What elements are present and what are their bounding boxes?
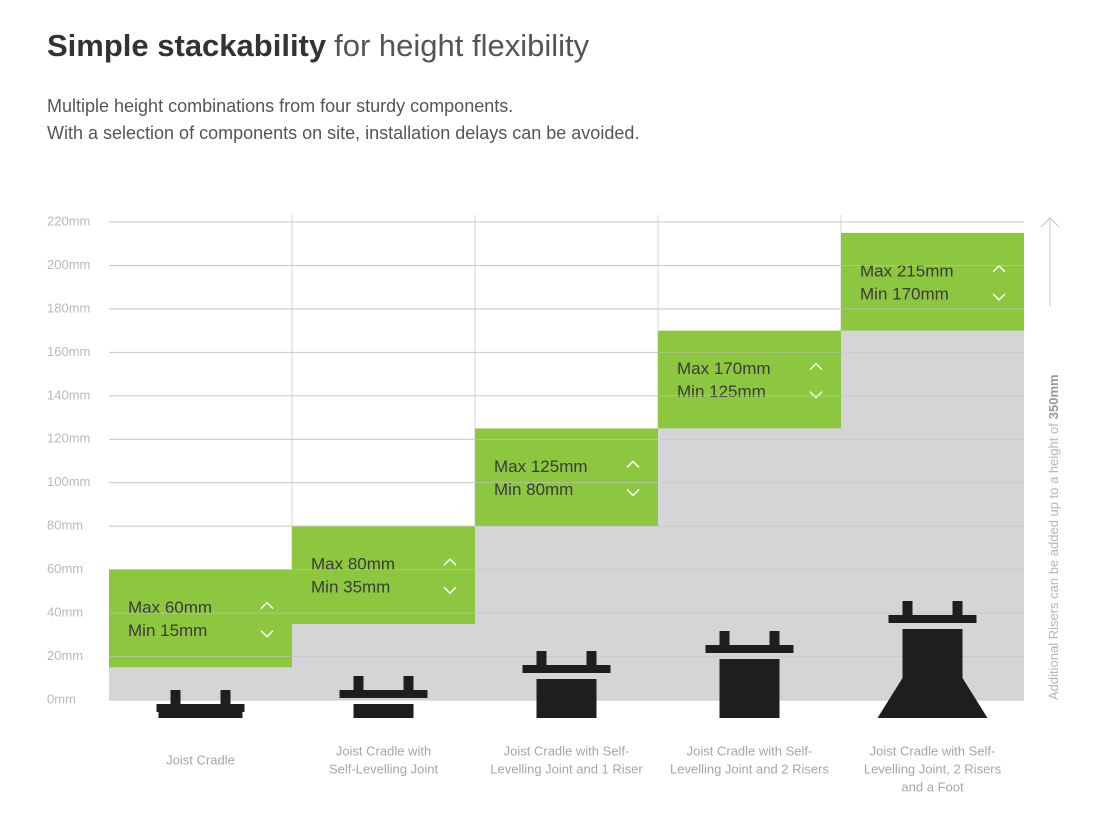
y-tick-label: 20mm [47, 648, 83, 663]
y-tick-label: 120mm [47, 431, 90, 446]
product [522, 651, 611, 718]
product-cradle-r [769, 631, 780, 653]
product-plate [705, 645, 794, 653]
y-tick-label: 60mm [47, 561, 83, 576]
y-tick-label: 0mm [47, 691, 76, 706]
x-tick-label: Joist Cradle with Self- [870, 743, 996, 758]
product-plate [522, 665, 611, 673]
chevron-up [809, 362, 823, 371]
chevron-up [443, 558, 457, 566]
min-label: Min 15mm [128, 621, 207, 640]
product-cradle-l [353, 676, 364, 698]
chevron-down [992, 293, 1006, 301]
min-bar [292, 623, 475, 700]
min-label: Min 35mm [311, 578, 390, 597]
chevron-up [992, 264, 1006, 273]
x-tick-label: and a Foot [901, 779, 964, 794]
range-bar [475, 428, 658, 527]
subtitle: Multiple height combinations from four s… [47, 96, 513, 116]
min-label: Min 80mm [494, 480, 573, 499]
y-tick-label: 160mm [47, 344, 90, 359]
side-note-text: Additional Risers can be added up to a h… [1046, 423, 1061, 700]
title-light: for height flexibility [334, 28, 590, 63]
range-bar [658, 330, 841, 429]
max-label: Max 60mm [128, 598, 212, 617]
product-cradle-r [403, 676, 414, 698]
product-base [158, 710, 243, 718]
x-tick-label: Levelling Joint, 2 Risers [864, 761, 1002, 776]
range-bar [841, 232, 1024, 331]
product-body [902, 629, 963, 688]
product-plate [888, 615, 977, 623]
product [339, 676, 428, 718]
x-tick-label: Levelling Joint and 1 Riser [490, 761, 643, 776]
max-label: Max 125mm [494, 457, 588, 476]
min-label: Min 125mm [677, 382, 766, 401]
y-tick-label: 140mm [47, 387, 90, 402]
subtitle: With a selection of components on site, … [47, 123, 639, 143]
product-plate [156, 704, 245, 712]
product [877, 601, 988, 718]
y-tick-label: 200mm [47, 257, 90, 272]
x-tick-label: Levelling Joint and 2 Risers [670, 761, 829, 776]
chevron-down [260, 630, 274, 638]
chevron-up [260, 601, 274, 610]
product-body [719, 659, 780, 718]
product-cradle-r [586, 651, 597, 673]
y-tick-label: 80mm [47, 518, 83, 533]
title-bold: Simple stackability [47, 28, 327, 63]
x-tick-label: Joist Cradle [166, 752, 235, 767]
title: Simple stackability for height flexibilit… [47, 28, 590, 63]
y-tick-label: 40mm [47, 605, 83, 620]
chevron-down [626, 488, 640, 497]
side-note-emphasis: 350mm [1046, 374, 1061, 419]
max-label: Max 80mm [311, 555, 395, 574]
y-tick-label: 220mm [47, 213, 90, 228]
max-label: Max 170mm [677, 359, 771, 378]
product [156, 690, 245, 718]
product-cradle-r [220, 690, 231, 712]
product-body [536, 679, 597, 718]
product-cradle-l [902, 601, 913, 623]
product-cradle-l [536, 651, 547, 673]
product-body [353, 704, 414, 718]
chevron-down [809, 391, 823, 399]
min-bar [658, 428, 841, 700]
min-bar [109, 667, 292, 700]
product-cradle-r [952, 601, 963, 623]
y-tick-label: 180mm [47, 300, 90, 315]
chevron-down [443, 586, 457, 595]
product-plate [339, 690, 428, 698]
product-cradle-l [719, 631, 730, 653]
max-label: Max 215mm [860, 261, 954, 280]
x-tick-label: Joist Cradle with [336, 743, 431, 758]
range-bar [292, 526, 475, 624]
side-note: Additional Risers can be added up to a h… [1046, 374, 1061, 700]
chevron-up [626, 460, 640, 468]
arrow-head [1040, 217, 1060, 228]
product-cradle-l [170, 690, 181, 712]
x-tick-label: Joist Cradle with Self- [687, 743, 813, 758]
x-tick-label: Self-Levelling Joint [329, 761, 439, 776]
plot: 0mm 20mm 40mm 60mm 80mm 100mm 120mm 140mm 160mm 1… [47, 213, 1024, 794]
y-tick-label: 100mm [47, 474, 90, 489]
x-tick-label: Joist Cradle with Self- [504, 743, 630, 758]
product [705, 631, 794, 718]
range-bar [109, 569, 292, 668]
min-label: Min 170mm [860, 284, 949, 303]
